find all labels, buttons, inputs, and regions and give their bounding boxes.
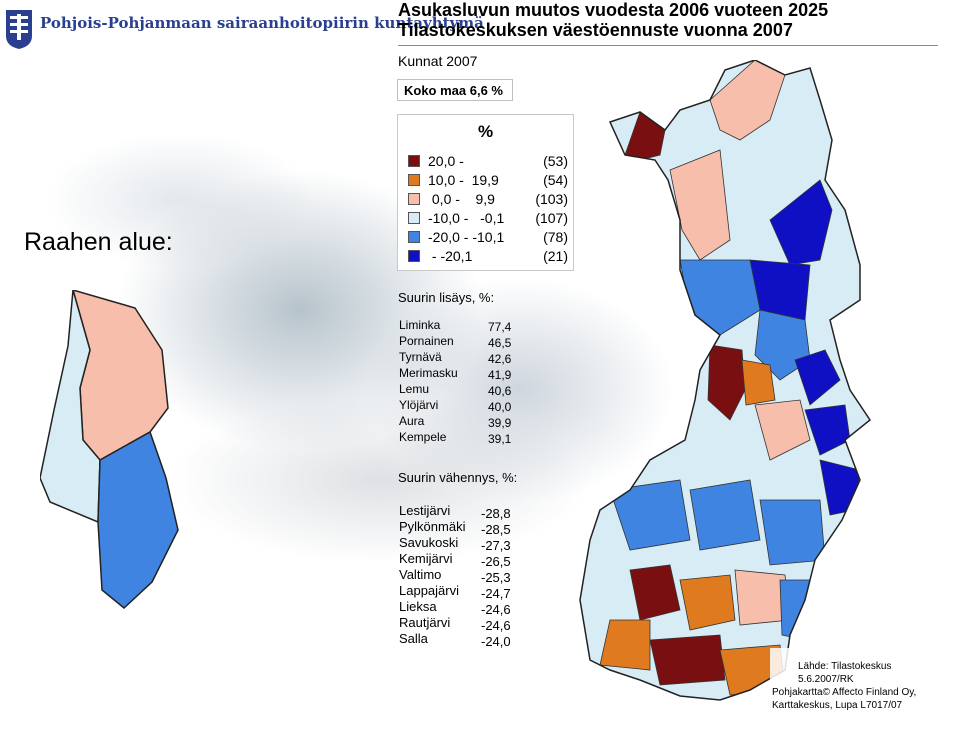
decrease-municipality: Savukoski	[399, 535, 459, 550]
legend-count: (107)	[535, 210, 568, 226]
legend-item: - -20,1 (21)	[408, 248, 568, 266]
decrease-municipality: Pylkönmäki	[399, 519, 466, 534]
legend-count: (53)	[543, 153, 568, 169]
map-area-pink-central	[754, 399, 811, 461]
increase-value: 39,1	[488, 432, 512, 446]
map-inset-frame	[770, 648, 960, 731]
source-note: Lähde: Tilastokeskus 5.6.2007/RK	[798, 660, 891, 686]
map-title: Asukasluvun muutos vuodesta 2006 vuoteen…	[398, 0, 829, 20]
increase-municipality: Ylöjärvi	[399, 398, 439, 412]
map-area-dark-red-south-1	[629, 564, 681, 621]
map-area-dark-blue-ne	[769, 179, 833, 266]
region-municipality-north	[72, 290, 169, 461]
legend-range: 20,0 -	[428, 153, 464, 169]
legend-range: - -20,1	[428, 248, 473, 264]
increase-municipality: Tyrnävä	[399, 350, 442, 364]
hospital-district-logo-icon	[6, 10, 32, 49]
decrease-municipality: Lappajärvi	[399, 583, 459, 598]
decrease-value: -25,3	[481, 570, 511, 585]
legend-item: 10,0 - 19,9 (54)	[408, 172, 568, 190]
legend-swatch	[408, 212, 420, 224]
largest-increase-label: Suurin lisäys, %:	[398, 290, 495, 305]
increase-municipality: Merimasku	[399, 366, 458, 380]
map-area-mid-blue-6	[779, 579, 811, 641]
map-area-mid-blue-3	[609, 479, 691, 551]
increase-value: 41,9	[488, 368, 512, 382]
increase-value: 77,4	[488, 320, 512, 334]
decrease-value: -24,7	[481, 586, 511, 601]
map-credit-license: Karttakeskus, Lupa L7017/07	[772, 700, 903, 711]
finland-border	[579, 60, 872, 701]
legend-swatch	[408, 174, 420, 186]
legend-count: (21)	[543, 248, 568, 264]
legend-swatch	[408, 250, 420, 262]
map-legend: % 20,0 - (53) 10,0 - 19,9 (54) 0,0 - 9,9…	[397, 114, 574, 271]
legend-item: -10,0 - -0,1 (107)	[408, 210, 568, 228]
legend-count: (54)	[543, 172, 568, 188]
decrease-value: -24,6	[481, 618, 511, 633]
decrease-municipality: Valtimo	[399, 567, 442, 582]
increase-value: 40,0	[488, 400, 512, 414]
organization-header: Pohjois-Pohjanmaan sairaanhoitopiirin ku…	[0, 0, 484, 60]
legend-swatch	[408, 193, 420, 205]
map-credit-line: Pohjakartta© Affecto Finland Oy,	[772, 687, 917, 698]
increase-value: 46,5	[488, 336, 512, 350]
increase-value: 40,6	[488, 384, 512, 398]
decrease-value: -27,3	[481, 538, 511, 553]
increase-municipality: Kempele	[399, 430, 447, 444]
increase-municipality: Lemu	[399, 382, 430, 396]
legend-range: -20,0 - -10,1	[428, 229, 505, 245]
increase-value: 39,9	[488, 416, 512, 430]
legend-swatch	[408, 231, 420, 243]
map-title-line2: Tilastokeskuksen väestöennuste vuonna 20…	[398, 20, 793, 40]
decrease-value: -28,5	[481, 522, 511, 537]
largest-decrease-label: Suurin vähennys, %:	[398, 470, 518, 485]
map-area-dark-red-south-2	[649, 634, 726, 686]
map-area-orange-oulu	[741, 359, 776, 406]
source-line: Lähde: Tilastokeskus	[798, 661, 892, 672]
map-credit: Pohjakartta© Affecto Finland Oy, Karttak…	[772, 686, 916, 712]
increase-municipality: Liminka	[399, 318, 441, 332]
legend-range: 0,0 - 9,9	[428, 191, 495, 207]
legend-title: %	[477, 122, 494, 141]
legend-range: 10,0 - 19,9	[428, 172, 499, 188]
country-total-box: Koko maa 6,6 %	[397, 79, 513, 101]
region-inset-map	[40, 290, 179, 609]
map-area-orange-south	[679, 574, 736, 631]
decrease-value: -26,5	[481, 554, 511, 569]
decrease-municipality: Lieksa	[399, 599, 437, 614]
map-area-mid-blue-4	[689, 479, 761, 551]
decrease-municipality: Lestijärvi	[399, 503, 451, 518]
decrease-value: -28,8	[481, 506, 511, 521]
increase-municipality: Pornainen	[399, 334, 454, 348]
map-area-orange-south-2	[599, 619, 651, 671]
decrease-value: -24,6	[481, 602, 511, 617]
region-municipality-south	[97, 430, 179, 609]
decrease-municipality: Salla	[399, 631, 428, 646]
decrease-municipality: Kemijärvi	[399, 551, 453, 566]
title-divider	[398, 45, 938, 46]
legend-item: 0,0 - 9,9 (103)	[408, 191, 568, 209]
legend-item: -20,0 - -10,1 (78)	[408, 229, 568, 247]
decrease-value: -24,0	[481, 634, 511, 649]
map-area-pink-west	[669, 149, 731, 261]
increase-value: 42,6	[488, 352, 512, 366]
legend-count: (103)	[535, 191, 568, 207]
map-area-dark-red-oulu	[707, 344, 746, 421]
finland-choropleth-map	[579, 60, 960, 731]
map-area-mid-blue-5	[759, 499, 826, 566]
region-label: Raahen alue:	[24, 228, 173, 256]
decrease-municipality: Rautjärvi	[399, 615, 451, 630]
map-subtitle: Kunnat 2007	[398, 53, 478, 69]
legend-item: 20,0 - (53)	[408, 153, 568, 171]
map-area-pink-north	[709, 60, 786, 141]
source-date: 5.6.2007/RK	[798, 674, 854, 685]
increase-municipality: Aura	[399, 414, 425, 428]
map-area-dark-blue-mid	[794, 349, 841, 406]
organization-name: Pohjois-Pohjanmaan sairaanhoitopiirin ku…	[40, 14, 484, 32]
legend-swatch	[408, 155, 420, 167]
legend-count: (78)	[543, 229, 568, 245]
legend-range: -10,0 - -0,1	[428, 210, 505, 226]
